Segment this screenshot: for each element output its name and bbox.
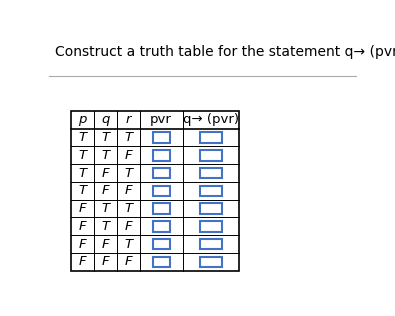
Text: T: T <box>101 202 109 215</box>
Bar <box>152 203 170 214</box>
Text: F: F <box>79 220 86 233</box>
Text: T: T <box>101 131 109 144</box>
Text: T: T <box>124 202 132 215</box>
Bar <box>152 257 170 267</box>
Text: T: T <box>124 131 132 144</box>
Bar <box>152 150 170 161</box>
Text: F: F <box>102 255 109 268</box>
Text: T: T <box>78 149 87 162</box>
Text: T: T <box>78 167 87 179</box>
Bar <box>199 132 222 143</box>
Text: pvr: pvr <box>150 113 172 126</box>
Bar <box>199 168 222 179</box>
Text: T: T <box>124 238 132 251</box>
Text: T: T <box>101 149 109 162</box>
Bar <box>199 257 222 267</box>
Text: Construct a truth table for the statement q→ (pvr).: Construct a truth table for the statemen… <box>55 45 395 59</box>
Text: r: r <box>126 113 131 126</box>
Text: F: F <box>79 238 86 251</box>
Text: F: F <box>124 149 132 162</box>
Text: F: F <box>124 184 132 198</box>
Text: T: T <box>124 167 132 179</box>
Bar <box>152 168 170 179</box>
Text: T: T <box>78 184 87 198</box>
Bar <box>71 111 239 271</box>
Text: F: F <box>79 255 86 268</box>
Text: F: F <box>102 167 109 179</box>
Bar <box>199 150 222 161</box>
Bar <box>199 239 222 249</box>
Bar <box>152 185 170 196</box>
Bar <box>199 221 222 232</box>
Text: T: T <box>78 131 87 144</box>
Text: q→ (pvr): q→ (pvr) <box>183 113 239 126</box>
Bar <box>152 239 170 249</box>
Text: F: F <box>79 202 86 215</box>
Text: T: T <box>101 220 109 233</box>
Text: F: F <box>124 220 132 233</box>
Text: F: F <box>102 238 109 251</box>
Text: p: p <box>78 113 87 126</box>
Text: F: F <box>124 255 132 268</box>
Bar <box>152 221 170 232</box>
Text: q: q <box>101 113 109 126</box>
Bar <box>152 132 170 143</box>
Text: F: F <box>102 184 109 198</box>
Bar <box>199 185 222 196</box>
Bar <box>199 203 222 214</box>
